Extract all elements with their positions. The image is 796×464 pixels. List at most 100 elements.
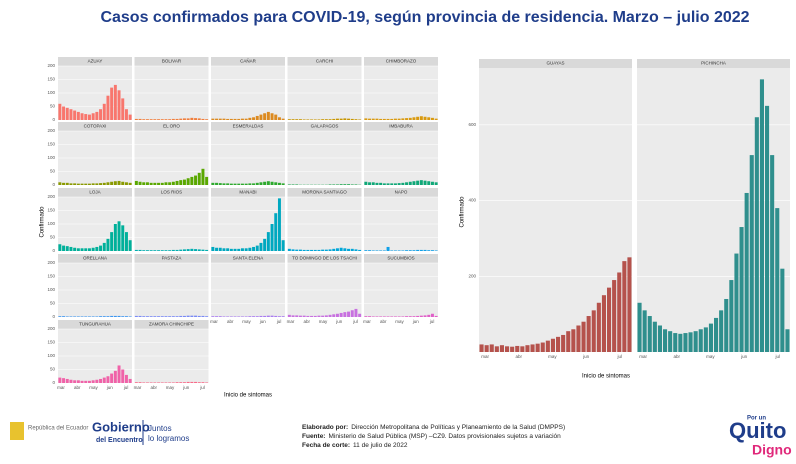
- bar: [226, 119, 229, 120]
- bar: [435, 316, 438, 317]
- y-tick-label: 400: [468, 198, 476, 203]
- bar: [292, 315, 295, 317]
- bar: [480, 344, 484, 352]
- bar: [92, 183, 95, 185]
- footer-line: Elaborado por:Dirección Metropolitana de…: [302, 424, 565, 431]
- bar: [375, 316, 378, 317]
- bar: [110, 232, 113, 251]
- bar: [343, 184, 346, 185]
- bar: [106, 376, 109, 383]
- x-tick-label: mar: [210, 319, 218, 324]
- bar: [424, 250, 427, 251]
- bar: [525, 345, 529, 352]
- bar: [77, 316, 80, 317]
- bar: [150, 382, 153, 383]
- bar: [566, 331, 570, 352]
- bar: [125, 182, 128, 185]
- bar: [146, 182, 149, 185]
- bar: [317, 250, 320, 251]
- bar: [658, 325, 662, 352]
- bar: [142, 382, 145, 383]
- bar: [354, 119, 357, 120]
- bar: [256, 183, 259, 185]
- y-tick-label: 0: [52, 314, 55, 319]
- bar: [271, 224, 274, 251]
- bar: [358, 250, 361, 251]
- bar: [368, 316, 371, 317]
- bar: [69, 183, 72, 185]
- bar: [351, 310, 354, 317]
- bar: [683, 333, 687, 352]
- bar: [62, 246, 65, 251]
- bar: [306, 119, 309, 120]
- bar: [435, 119, 438, 120]
- bar: [431, 314, 434, 317]
- strip-label: COTOPAXI: [84, 124, 107, 129]
- bar: [226, 316, 229, 317]
- x-tick-label: abr: [380, 319, 387, 324]
- bar: [340, 119, 343, 120]
- bar: [505, 346, 509, 352]
- bar: [179, 180, 182, 185]
- bar: [394, 316, 397, 317]
- bar: [343, 118, 346, 120]
- bar: [252, 117, 255, 120]
- bar: [709, 324, 713, 352]
- bar: [714, 318, 718, 352]
- x-tick-label: jun: [259, 319, 267, 324]
- x-tick-label: jul: [775, 354, 781, 359]
- bar: [66, 183, 69, 185]
- bar: [187, 118, 190, 120]
- footer-label: Elaborado por:: [302, 424, 348, 431]
- bar: [587, 316, 591, 352]
- bar: [99, 316, 102, 317]
- quito: Quito: [729, 418, 786, 443]
- x-tick-label: mar: [363, 319, 371, 324]
- bar: [314, 316, 317, 317]
- bar: [274, 316, 277, 317]
- y-tick-label: 200: [47, 260, 55, 265]
- bar: [770, 155, 774, 352]
- bar: [226, 183, 229, 185]
- bar: [110, 374, 113, 383]
- bar: [267, 316, 270, 317]
- bar: [164, 382, 167, 383]
- x-tick-label: abr: [74, 385, 81, 390]
- bar: [135, 181, 138, 185]
- bar: [245, 248, 248, 251]
- bar: [245, 316, 248, 317]
- bar: [187, 178, 190, 185]
- bar: [99, 246, 102, 251]
- bar: [379, 183, 382, 185]
- bar: [106, 239, 109, 251]
- bar: [271, 182, 274, 185]
- bar: [310, 119, 313, 120]
- bar: [303, 250, 306, 251]
- bar: [198, 118, 201, 120]
- bar: [187, 316, 190, 317]
- y-tick-label: 0: [52, 380, 55, 385]
- bar: [372, 119, 375, 120]
- x-tick-label: may: [89, 385, 98, 390]
- y-tick-label: 100: [47, 90, 55, 95]
- bar: [215, 316, 218, 317]
- bar: [135, 316, 138, 317]
- strip-label: LOS RIOS: [161, 190, 182, 195]
- x-tick-label: jun: [106, 385, 114, 390]
- bar: [194, 382, 197, 383]
- x-tick-label: abr: [303, 319, 310, 324]
- bar: [500, 345, 504, 352]
- bar: [237, 316, 240, 317]
- bar: [69, 380, 72, 383]
- bar: [69, 247, 72, 251]
- bar: [303, 316, 306, 317]
- bar: [168, 250, 171, 251]
- bar: [288, 315, 291, 317]
- bar: [248, 183, 251, 185]
- bar: [263, 182, 266, 185]
- y-tick-label: 100: [47, 155, 55, 160]
- bar: [172, 182, 175, 185]
- y-tick-label: 50: [50, 367, 56, 372]
- bar: [135, 119, 138, 120]
- bar: [95, 247, 98, 251]
